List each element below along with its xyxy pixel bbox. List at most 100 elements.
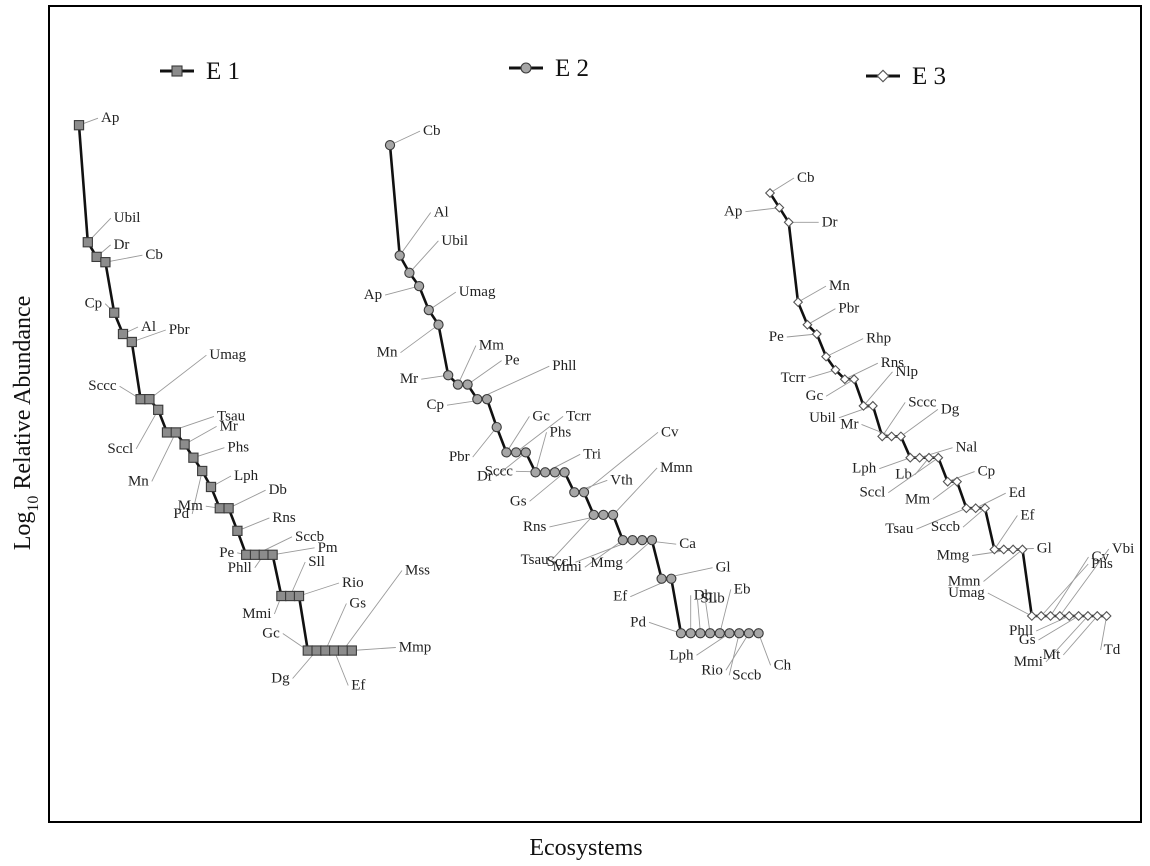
data-point-e-2-ap: [413, 280, 425, 292]
species-label-sccc: Sccc: [908, 394, 937, 410]
data-point-e-2-al: [394, 250, 405, 261]
label-leader: [648, 621, 682, 634]
data-point-e-3-lph: [905, 452, 916, 463]
data-point-e-2-gs: [559, 467, 570, 478]
data-point-e-3-td: [1101, 610, 1112, 622]
species-label-gc: Gc: [532, 408, 550, 424]
data-point-e-1-mss: [337, 645, 349, 656]
label-leader: [272, 547, 315, 556]
data-point-e-3-ubil: [867, 400, 878, 411]
legend-marker-square: [171, 65, 183, 77]
label-leader: [612, 467, 658, 516]
label-leader: [725, 633, 750, 671]
species-label-phs: Phs: [1091, 556, 1113, 572]
label-leader: [506, 416, 530, 453]
data-point-e-1-phs: [188, 452, 199, 463]
species-label-ef: Ef: [613, 589, 627, 605]
label-leader: [1062, 615, 1098, 656]
label-leader: [994, 515, 1018, 550]
data-point-e-2-mn: [433, 319, 444, 330]
species-label-ef: Ef: [1020, 507, 1034, 523]
data-point-e-2-cp: [481, 394, 493, 405]
label-leader: [863, 371, 893, 407]
label-leader: [807, 308, 836, 326]
species-label-nlp: Nlp: [896, 364, 919, 380]
legend-label: E 1: [206, 58, 240, 85]
species-label-vbi: Vbi: [1112, 541, 1135, 557]
data-point-e-2-umag: [423, 304, 434, 316]
data-point-e-3-nlp: [858, 400, 869, 411]
data-point-e-2-mm: [452, 379, 464, 390]
species-label-ubil: Ubil: [809, 410, 836, 426]
data-point-e-2-eb: [714, 628, 725, 639]
label-leader: [932, 481, 958, 500]
data-point-e-2-lph: [724, 628, 735, 639]
species-label-db: Db: [269, 482, 287, 498]
species-label-ed: Ed: [1009, 485, 1026, 501]
species-label-mss: Mss: [405, 563, 430, 579]
data-point-e-2-rio: [743, 628, 755, 639]
species-label-pbr: Pbr: [449, 449, 470, 465]
data-point-e-2-sccc: [549, 467, 561, 478]
species-label-cp: Cp: [426, 397, 444, 413]
data-point-e-3-tcrr: [830, 364, 841, 375]
species-label-sccb: Sccb: [931, 519, 960, 535]
data-point-e-2-rns: [598, 509, 609, 521]
data-point-e-1-sccc: [135, 394, 146, 405]
data-point-e-1-ap: [73, 120, 85, 131]
data-point-e-2-mmn: [607, 509, 619, 521]
species-label-sccb: Sccb: [295, 529, 324, 545]
data-point-e-3-lb: [923, 452, 935, 463]
data-point-e-1-sccb: [249, 549, 261, 560]
data-point-e-1-mn: [170, 427, 181, 438]
data-point-e-1-pm: [267, 549, 278, 560]
species-label-phll: Phll: [1009, 623, 1033, 639]
label-leader: [467, 360, 502, 385]
data-point-e-1-mr: [179, 439, 190, 450]
legend: E 1 E 2 E 3: [160, 55, 946, 90]
species-label-sccb: Sccb: [732, 667, 761, 683]
data-point-e-2-db: [685, 628, 696, 639]
label-leader: [1100, 615, 1108, 651]
label-leader: [529, 471, 565, 502]
species-label-mm: Mm: [178, 498, 203, 514]
data-point-e-1-al: [117, 328, 129, 340]
species-label-tcrr: Tcrr: [566, 408, 591, 424]
species-label-ap: Ap: [101, 110, 119, 126]
species-label-gc: Gc: [262, 626, 280, 642]
species-label-ap: Ap: [364, 287, 382, 303]
label-leader: [844, 362, 878, 380]
species-label-pe: Pe: [219, 545, 234, 561]
label-leader: [472, 426, 498, 458]
data-point-e-1-phll: [258, 549, 269, 560]
species-label-ca: Ca: [679, 536, 696, 552]
species-label-cv: Cv: [661, 424, 679, 440]
data-point-e-1-cb: [100, 257, 111, 268]
data-point-e-3-nal: [914, 452, 925, 463]
data-point-e-3-pe: [811, 328, 822, 340]
species-label-rns: Rns: [523, 519, 547, 535]
data-point-e-1-mmp: [346, 645, 357, 656]
plot-frame: [48, 5, 1142, 823]
species-label-mmg: Mmg: [590, 555, 623, 571]
data-point-e-1-rns: [232, 525, 243, 536]
data-point-e-3-sccb: [979, 503, 991, 514]
species-label-nal: Nal: [956, 440, 978, 456]
species-label-rns: Rns: [881, 355, 905, 371]
label-leader: [237, 517, 270, 532]
label-leader: [409, 240, 439, 274]
data-point-e-2-gl: [656, 573, 667, 584]
species-label-gs: Gs: [510, 493, 527, 509]
label-leader: [333, 650, 349, 686]
label-leader: [987, 592, 1033, 617]
species-label-mr: Mr: [220, 418, 238, 434]
data-point-e-3-phs: [1036, 610, 1047, 622]
species-label-pbr: Pbr: [169, 322, 190, 338]
label-leader: [825, 338, 864, 358]
species-label-pbr: Pbr: [838, 301, 859, 317]
data-point-e-2-lb: [704, 628, 716, 639]
y-axis-title: Log10 Relative Abundance: [10, 296, 42, 551]
data-point-e-2-mmg: [646, 535, 658, 546]
